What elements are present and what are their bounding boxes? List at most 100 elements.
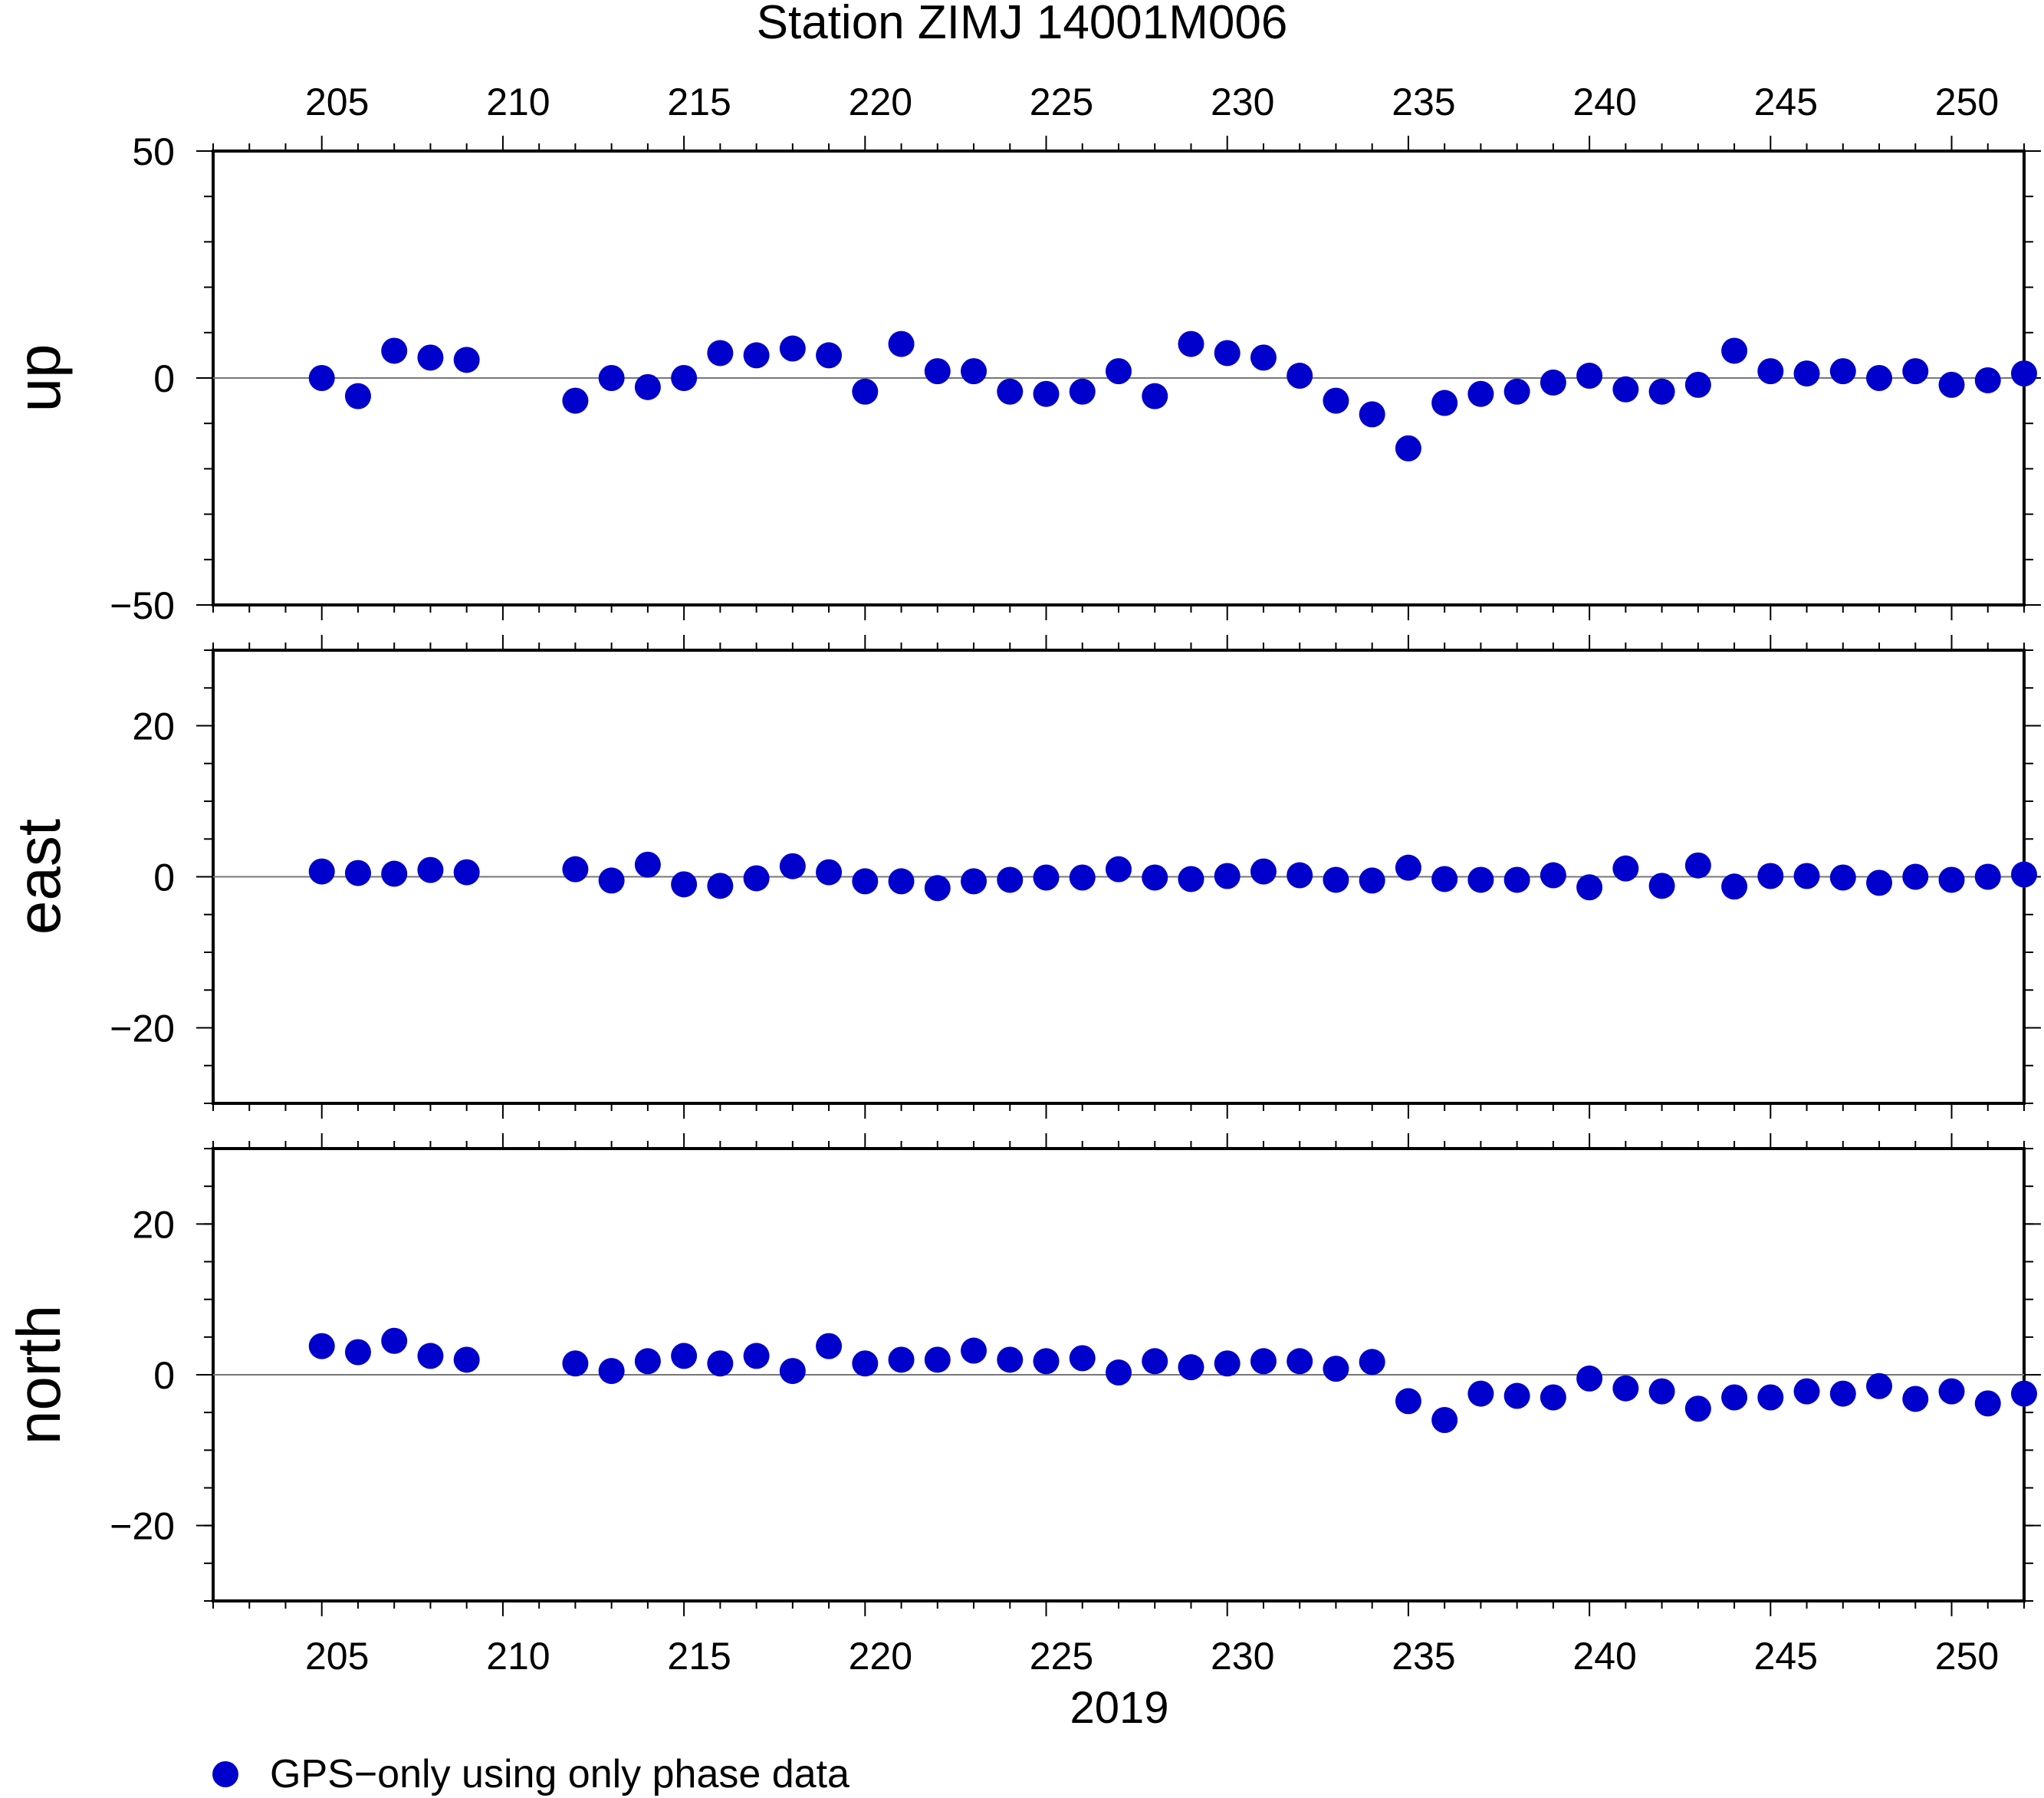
y-axis-label: up — [5, 344, 73, 413]
data-point — [743, 865, 770, 892]
y-tick-label: −20 — [110, 1007, 175, 1050]
chart-panels: 50 0 −50 up 20 0 −20 east 20 0 −20 north 205 205 210 21… — [5, 81, 2041, 1678]
data-point — [1793, 1378, 1820, 1405]
x-tick-label-bottom: 245 — [1754, 1635, 1818, 1678]
data-point — [1106, 358, 1132, 385]
data-point — [1431, 1407, 1458, 1433]
data-point — [997, 1346, 1024, 1373]
data-point — [1069, 378, 1096, 405]
data-point — [1287, 1348, 1313, 1375]
x-tick-label-top: 205 — [305, 81, 369, 123]
data-point — [453, 347, 480, 373]
data-point — [1287, 363, 1313, 390]
data-point — [1974, 367, 2001, 393]
data-point — [961, 358, 987, 385]
data-point — [1033, 864, 1060, 891]
data-point — [816, 859, 843, 886]
x-tick-label-top: 215 — [667, 81, 731, 123]
data-point — [1866, 365, 1893, 391]
data-point — [852, 868, 879, 895]
data-point — [1395, 1388, 1421, 1415]
data-point — [1721, 873, 1748, 900]
data-point — [1902, 358, 1929, 385]
data-point — [1323, 387, 1349, 414]
data-point — [1829, 1380, 1856, 1407]
data-point — [852, 378, 879, 405]
data-point — [1684, 852, 1711, 879]
data-point — [1576, 363, 1603, 390]
data-point — [634, 1348, 661, 1375]
data-point — [1612, 855, 1639, 882]
x-tick-label-top: 235 — [1392, 81, 1455, 123]
data-point — [779, 853, 806, 879]
data-point — [671, 1343, 698, 1369]
y-tick-label: 0 — [153, 856, 175, 899]
data-point — [1359, 867, 1385, 894]
data-point — [1757, 358, 1784, 385]
x-tick-label-bottom: 220 — [849, 1635, 912, 1678]
data-point — [1612, 1375, 1639, 1402]
data-point — [308, 858, 335, 885]
x-axis-label: 2019 — [1070, 1683, 1168, 1733]
data-point — [1178, 1354, 1204, 1381]
data-point — [1721, 1384, 1748, 1411]
data-point — [997, 866, 1024, 893]
data-point — [1576, 874, 1603, 901]
data-point — [1866, 1372, 1893, 1399]
panel-up: 50 0 −50 up — [5, 130, 2041, 627]
data-point — [1648, 873, 1675, 899]
y-axis-label: east — [5, 819, 73, 935]
data-point — [1938, 866, 1965, 893]
x-tick-label-bottom: 205 — [305, 1635, 369, 1678]
data-point — [888, 868, 915, 895]
x-tick-label-top: 230 — [1211, 81, 1274, 123]
data-point — [816, 1333, 843, 1359]
data-point — [1503, 378, 1530, 405]
data-point — [1467, 380, 1494, 407]
data-point — [1395, 435, 1421, 462]
data-point — [598, 867, 625, 894]
data-point — [1359, 401, 1385, 428]
y-axis-label: north — [5, 1305, 73, 1445]
data-point — [1467, 1380, 1494, 1407]
data-point — [417, 1343, 444, 1369]
data-point — [562, 387, 589, 414]
data-point — [417, 344, 444, 371]
data-point — [308, 365, 335, 391]
data-point — [1793, 360, 1820, 387]
x-tick-label-top: 210 — [486, 81, 550, 123]
data-point — [1974, 1390, 2001, 1417]
data-point — [1395, 854, 1421, 881]
data-point — [562, 1350, 589, 1377]
data-point — [1902, 1385, 1929, 1412]
data-point — [381, 1327, 408, 1354]
data-point — [1250, 858, 1277, 885]
data-point — [1069, 864, 1096, 891]
data-point — [816, 342, 843, 369]
x-tick-label-bottom: 230 — [1211, 1635, 1274, 1678]
y-tick-label: 20 — [132, 705, 175, 748]
data-point — [888, 1346, 915, 1373]
data-point — [1033, 380, 1060, 407]
data-point — [1793, 863, 1820, 889]
data-point — [924, 1346, 951, 1373]
data-point — [1069, 1345, 1096, 1372]
panel-north: 20 0 −20 north — [5, 1133, 2041, 1616]
data-point — [1431, 390, 1458, 416]
data-point — [344, 383, 371, 409]
data-point — [1214, 340, 1241, 367]
data-point — [888, 330, 915, 357]
x-tick-label-bottom: 210 — [486, 1635, 550, 1678]
data-point — [1503, 866, 1530, 893]
data-point — [1612, 376, 1639, 403]
data-point — [924, 875, 951, 902]
data-point — [1938, 1378, 1965, 1405]
legend-marker — [212, 1761, 238, 1787]
data-point — [344, 860, 371, 886]
data-point — [1106, 1359, 1132, 1386]
data-point — [381, 860, 408, 887]
data-point — [997, 378, 1024, 405]
y-tick-label: 0 — [153, 357, 175, 400]
legend: GPS−only using only phase data — [212, 1752, 849, 1796]
data-point — [634, 851, 661, 878]
